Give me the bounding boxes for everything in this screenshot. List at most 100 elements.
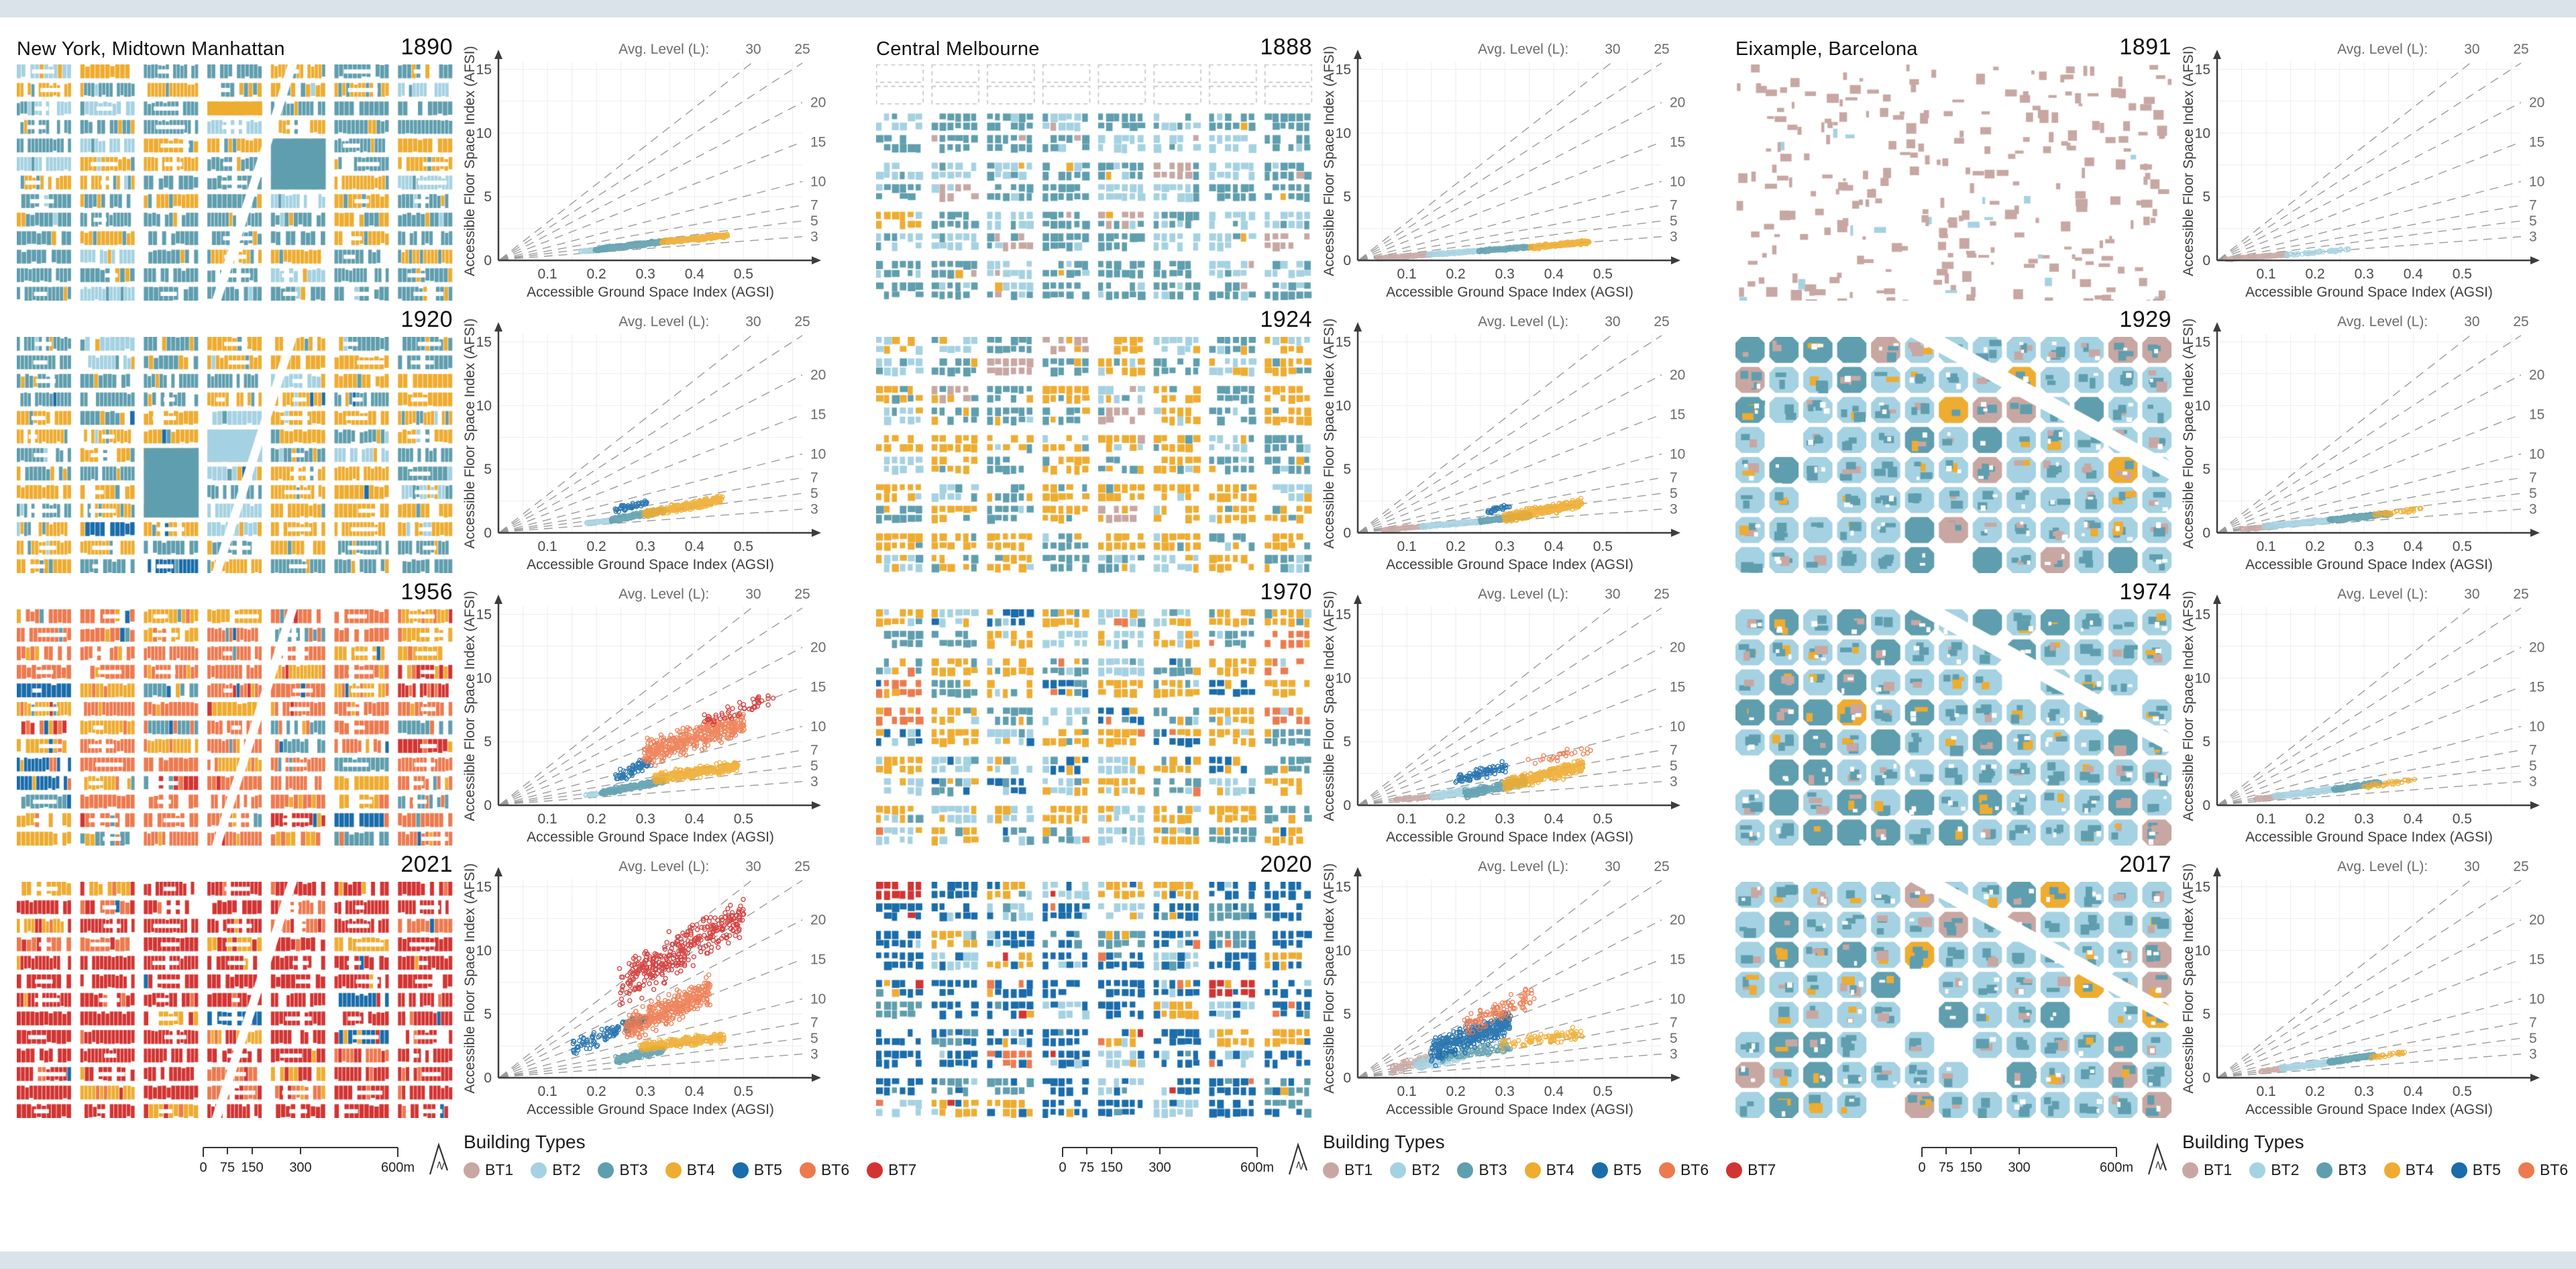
city-map-canvas: [876, 609, 1312, 846]
svg-text:3: 3: [1670, 774, 1678, 790]
city-map-canvas: [17, 337, 453, 573]
svg-text:Accessible Ground Space Index: Accessible Ground Space Index (AGSI): [527, 285, 774, 300]
svg-text:0.1: 0.1: [1397, 811, 1416, 827]
year-label: 1890: [400, 34, 453, 60]
svg-text:Avg. Level (L):: Avg. Level (L):: [1478, 859, 1568, 874]
legend-swatch-bt7: [867, 1162, 883, 1178]
scatter-panel: 30 25 20 15 10 7 5 3 Avg. Level (L): 0.1 0.2 0.3 0.4…: [462, 848, 841, 1121]
legend-item: BT3: [1457, 1161, 1507, 1179]
legend-label: BT6: [820, 1161, 850, 1178]
svg-text:15: 15: [2195, 879, 2210, 895]
svg-text:10: 10: [810, 446, 826, 462]
svg-text:5: 5: [810, 486, 818, 501]
melbourne-plots-column: 30 25 20 15 10 7 5 3 Avg. Level (L): 0.1 0.2 0.3 0.4…: [1322, 31, 1776, 1180]
svg-text:10: 10: [810, 174, 826, 189]
svg-text:5: 5: [1343, 734, 1351, 750]
map-panel-header: Central Melbourne 1888: [876, 31, 1312, 64]
legend-swatch-bt2: [531, 1162, 547, 1178]
svg-text:5: 5: [1343, 1007, 1351, 1022]
svg-text:10: 10: [476, 398, 492, 413]
svg-text:0.3: 0.3: [636, 811, 655, 827]
svg-text:0.5: 0.5: [734, 811, 753, 827]
svg-text:0.2: 0.2: [2305, 811, 2324, 827]
map-footer: 0 75 150 300 600m N: [17, 1121, 453, 1180]
map-panel: 2020: [876, 848, 1312, 1121]
svg-text:0: 0: [2202, 798, 2210, 813]
svg-text:N: N: [2154, 1160, 2165, 1173]
legend-item: BT2: [1390, 1161, 1440, 1179]
map-panel-header: 1920: [17, 303, 453, 337]
svg-text:30: 30: [1605, 314, 1620, 329]
svg-text:Avg. Level (L):: Avg. Level (L):: [619, 314, 709, 329]
svg-text:7: 7: [2529, 198, 2537, 213]
svg-text:10: 10: [476, 943, 492, 958]
svg-text:0: 0: [484, 253, 492, 268]
svg-text:30: 30: [2464, 859, 2479, 874]
svg-text:5: 5: [484, 1007, 492, 1022]
svg-text:0.1: 0.1: [1397, 1084, 1416, 1099]
svg-text:0.2: 0.2: [586, 539, 606, 554]
svg-text:15: 15: [810, 952, 826, 968]
svg-text:0.4: 0.4: [685, 811, 705, 827]
svg-text:Accessible Ground Space Index: Accessible Ground Space Index (AGSI): [1386, 1102, 1633, 1117]
legend-title: Building Types: [464, 1131, 586, 1152]
svg-text:0.5: 0.5: [1593, 811, 1613, 827]
svg-text:5: 5: [2529, 1031, 2537, 1046]
svg-text:0.2: 0.2: [2305, 266, 2324, 282]
svg-text:Accessible Floor Space Index (: Accessible Floor Space Index (AFSI): [2182, 863, 2196, 1093]
svg-text:20: 20: [2529, 368, 2544, 383]
city-title: Eixample, Barcelona: [1735, 38, 1918, 60]
legend-footer: Building Types BT1 BT2 BT3 BT4 BT5 BT6 B…: [2182, 1121, 2568, 1179]
year-label: 1888: [1260, 34, 1312, 60]
svg-text:10: 10: [1670, 446, 1685, 462]
svg-text:3: 3: [810, 774, 818, 790]
legend-item: BT5: [2451, 1161, 2501, 1179]
svg-text:25: 25: [794, 314, 810, 329]
svg-text:25: 25: [1654, 859, 1669, 874]
year-label: 1924: [1260, 307, 1312, 332]
legend-swatch-bt4: [2383, 1162, 2400, 1178]
svg-text:5: 5: [1670, 486, 1678, 501]
svg-text:Accessible Floor Space Index (: Accessible Floor Space Index (AFSI): [1323, 591, 1337, 821]
svg-text:Accessible Floor Space Index (: Accessible Floor Space Index (AFSI): [464, 318, 478, 548]
city-map-canvas: [1735, 337, 2171, 573]
svg-text:0: 0: [484, 798, 492, 813]
svg-text:7: 7: [2529, 470, 2537, 486]
city-map-canvas: [17, 64, 453, 301]
svg-text:Avg. Level (L):: Avg. Level (L):: [619, 587, 709, 602]
legend-label: BT6: [1680, 1161, 1709, 1178]
city-group-melbourne: Central Melbourne 1888 1924 1970: [876, 31, 1776, 1180]
svg-text:5: 5: [1343, 189, 1351, 205]
svg-text:10: 10: [476, 670, 492, 686]
svg-text:7: 7: [810, 1015, 818, 1031]
building-types-legend: BT1 BT2 BT3 BT4 BT5 BT6 BT7: [464, 1161, 916, 1179]
svg-text:0.3: 0.3: [1495, 266, 1515, 282]
svg-text:0.3: 0.3: [1495, 811, 1515, 827]
svg-text:15: 15: [1670, 407, 1685, 423]
map-panel: 1929: [1735, 303, 2171, 576]
svg-text:0.3: 0.3: [2355, 1084, 2374, 1099]
svg-text:15: 15: [1670, 135, 1685, 150]
svg-text:20: 20: [810, 640, 826, 656]
svg-text:Avg. Level (L):: Avg. Level (L):: [2337, 587, 2428, 602]
svg-text:30: 30: [745, 587, 761, 602]
year-label: 2020: [1260, 852, 1312, 877]
legend-swatch-bt5: [2451, 1162, 2467, 1178]
city-map-canvas: [876, 337, 1312, 573]
legend-label: BT7: [888, 1161, 917, 1178]
svg-text:0.3: 0.3: [2355, 539, 2374, 554]
map-panel-header: 1974: [1735, 576, 2171, 609]
scatter-panel: 30 25 20 15 10 7 5 3 Avg. Level (L): 0.1 0.2 0.3 0.4…: [2181, 303, 2560, 576]
svg-text:15: 15: [476, 334, 492, 350]
svg-text:10: 10: [1336, 943, 1351, 958]
svg-text:20: 20: [2529, 913, 2544, 928]
map-panel-header: Eixample, Barcelona 1891: [1735, 31, 2171, 64]
bottom-margin-strip: [0, 1252, 2576, 1269]
svg-text:0.4: 0.4: [685, 539, 705, 554]
svg-text:0.4: 0.4: [1544, 1084, 1564, 1099]
svg-text:0.5: 0.5: [2453, 811, 2472, 827]
scale-bar: 0 75 150 300 600m: [199, 1147, 415, 1175]
city-map-canvas: [876, 64, 1312, 301]
